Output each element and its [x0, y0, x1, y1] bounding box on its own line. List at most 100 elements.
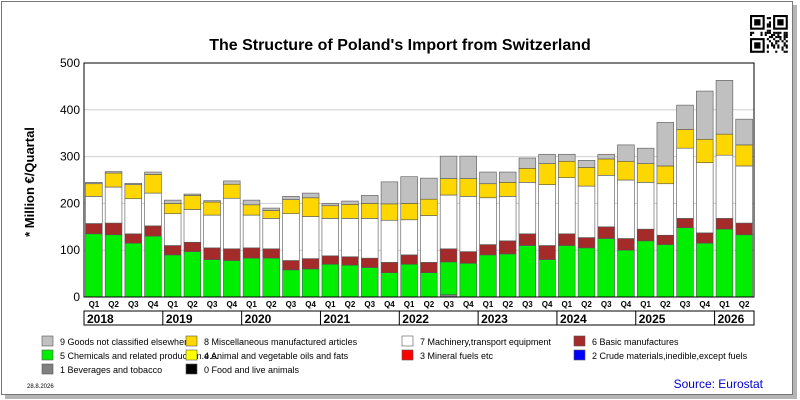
- bar-segment: [164, 199, 182, 204]
- bar-segment: [223, 197, 241, 250]
- legend-label: 3 Mineral fuels etc: [420, 351, 494, 361]
- bar-segment: [656, 244, 675, 298]
- bar-segment: [636, 228, 655, 242]
- bar-segment: [439, 178, 458, 196]
- bar-segment: [104, 186, 123, 224]
- legend-swatch: [41, 363, 54, 375]
- bar-segment: [656, 165, 675, 185]
- legend: 9 Goods not classified elsewhere 8 Miscel…: [41, 335, 748, 375]
- bar-segment: [223, 180, 241, 185]
- x-tick-label: Q3: [522, 300, 533, 309]
- bar-segment: [203, 214, 221, 249]
- bar-segment: [361, 203, 379, 219]
- bar-segment: [479, 183, 497, 199]
- bar-segment: [400, 263, 418, 298]
- y-tick-label: 400: [60, 103, 80, 117]
- x-tick-label: Q1: [561, 300, 572, 309]
- bar-segment: [735, 144, 753, 167]
- bar-segment: [636, 163, 655, 183]
- x-tick-label: Q1: [404, 300, 415, 309]
- bar-segment: [518, 168, 537, 183]
- bar-segment: [676, 147, 694, 219]
- bar-segment: [715, 133, 734, 156]
- x-tick-label: Q2: [424, 300, 435, 309]
- year-label: 2023: [481, 312, 508, 326]
- bar-segment: [262, 207, 280, 211]
- x-tick-label: Q4: [621, 300, 632, 309]
- bar-segment: [459, 196, 477, 252]
- bar-segment: [321, 255, 340, 265]
- bar-segment: [203, 259, 221, 298]
- bar-segment: [301, 216, 320, 259]
- bar-segment: [223, 248, 241, 261]
- bar-segment: [124, 184, 142, 200]
- bar-segment: [676, 104, 694, 130]
- x-tick-label: Q3: [443, 300, 454, 309]
- y-tick-label: 300: [60, 150, 80, 164]
- y-tick-label: 200: [60, 196, 80, 210]
- bar-segment: [617, 160, 635, 181]
- bar-segment: [498, 240, 517, 255]
- bar-segment: [341, 256, 359, 266]
- bar-segment: [735, 222, 753, 236]
- bar-segment: [696, 90, 714, 140]
- bar-segment: [498, 253, 517, 298]
- bar-segment: [144, 174, 162, 194]
- x-tick-label: Q2: [345, 300, 356, 309]
- legend-label: 1 Beverages and tobacco: [60, 365, 162, 375]
- bar-segment: [124, 182, 142, 185]
- bar-segment: [538, 245, 556, 260]
- bar-segment: [400, 203, 418, 221]
- legend-label: 7 Machinery,transport equipment: [420, 337, 551, 347]
- bar-segment: [262, 257, 280, 298]
- bar-segment: [124, 242, 142, 298]
- bar-segment: [479, 244, 497, 256]
- bar-segment: [223, 183, 241, 199]
- bar-segment: [558, 160, 576, 178]
- bar-segment: [696, 162, 714, 234]
- bar-segment: [242, 257, 261, 298]
- date-stamp: 28.8.2026: [27, 384, 54, 390]
- chart-title: The Structure of Poland's Import from Sw…: [209, 37, 591, 54]
- legend-label: 5 Chemicals and related products,n.e.s.: [60, 351, 219, 361]
- bar-segment: [144, 235, 162, 298]
- bar-segment: [558, 177, 576, 235]
- bar-segment: [144, 225, 162, 237]
- legend-label: 6 Basic manufactures: [592, 337, 679, 347]
- x-tick-label: Q3: [286, 300, 297, 309]
- bar-segment: [518, 182, 537, 235]
- bar-segment: [144, 192, 162, 227]
- bar-segment: [361, 218, 379, 259]
- year-label: 2024: [560, 312, 587, 326]
- y-axis-label: * Million €/Quartal: [22, 127, 37, 237]
- bar-segment: [479, 171, 497, 185]
- bar-segment: [203, 201, 221, 216]
- bar-segment: [183, 209, 202, 243]
- bar-segment: [617, 179, 635, 239]
- year-axis-box: [83, 310, 755, 326]
- bar-segment: [459, 262, 477, 298]
- bar-segment: [341, 204, 359, 219]
- bar-segment: [459, 178, 477, 197]
- bar-segment: [164, 245, 182, 256]
- year-label: 2019: [166, 312, 193, 326]
- bar-segment: [538, 184, 556, 246]
- bar-segment: [597, 238, 615, 298]
- bar-segment: [183, 241, 202, 252]
- bar-segment: [735, 118, 753, 146]
- bar-segment: [420, 262, 438, 273]
- x-tick-label: Q4: [148, 300, 159, 309]
- bar-segment: [301, 192, 320, 199]
- legend-swatch: [185, 335, 198, 347]
- bar-segment: [558, 233, 576, 246]
- bar-segment: [459, 155, 477, 179]
- bar-segment: [223, 260, 241, 298]
- bar-segment: [124, 198, 142, 235]
- x-tick-label: Q2: [266, 300, 277, 309]
- bar-segment: [380, 262, 399, 273]
- bar-segment: [420, 177, 438, 200]
- x-tick-label: Q4: [226, 300, 237, 309]
- bar-segment: [380, 181, 399, 205]
- bar-segment: [321, 205, 340, 219]
- bar-segment: [538, 163, 556, 185]
